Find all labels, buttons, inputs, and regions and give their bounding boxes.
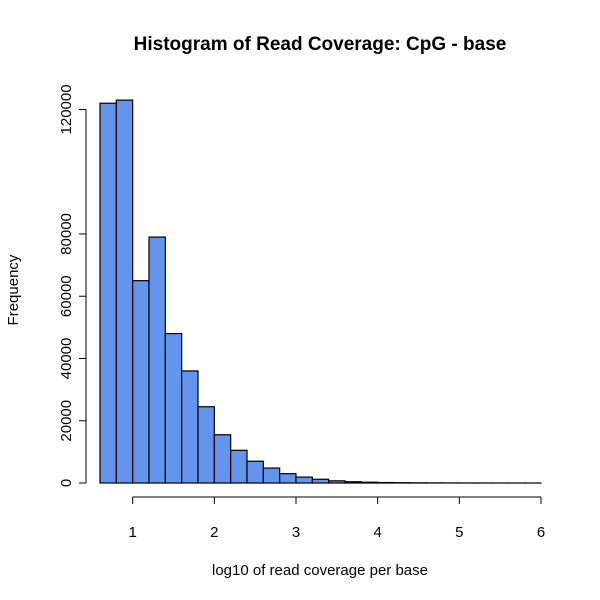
histogram-bar [197, 406, 215, 484]
histogram-bar [246, 460, 264, 484]
x-ticks: 1 2 3 4 5 6 [128, 497, 545, 541]
histogram-bar [164, 332, 183, 484]
x-tick-label: 1 [128, 524, 136, 541]
x-tick-label: 2 [210, 524, 218, 541]
y-tick-label: 0 [58, 479, 75, 487]
chart-title: Histogram of Read Coverage: CpG - base [134, 34, 507, 55]
x-tick-label: 5 [455, 524, 463, 541]
y-tick-label: 120000 [58, 84, 75, 134]
histogram-bar [328, 480, 346, 484]
x-tick-label: 6 [537, 524, 545, 541]
y-tick-label: 60000 [58, 275, 75, 317]
histogram-bar [213, 434, 232, 484]
histogram-bar [148, 236, 166, 484]
histogram-bar [115, 99, 134, 484]
histogram-bar [344, 481, 362, 484]
histogram-bar [99, 102, 117, 484]
y-tick-label: 40000 [58, 338, 75, 380]
y-tick-label: 20000 [58, 400, 75, 442]
histogram-bar [181, 370, 199, 484]
histogram-bar [262, 467, 281, 484]
y-ticks: 0 20000 40000 60000 80000 120000 [58, 84, 86, 487]
histogram-bar [295, 476, 313, 484]
bars-group [99, 99, 542, 484]
histogram-bar [132, 280, 150, 484]
histogram-bar [311, 478, 330, 484]
y-axis-label: Frequency [5, 254, 22, 325]
histogram-bar [360, 481, 379, 484]
x-tick-label: 4 [373, 524, 381, 541]
x-tick-label: 3 [292, 524, 300, 541]
histogram-bar [230, 449, 248, 484]
y-tick-label: 80000 [58, 213, 75, 255]
x-axis-label: log10 of read coverage per base [212, 562, 428, 579]
histogram-bar [279, 473, 297, 484]
